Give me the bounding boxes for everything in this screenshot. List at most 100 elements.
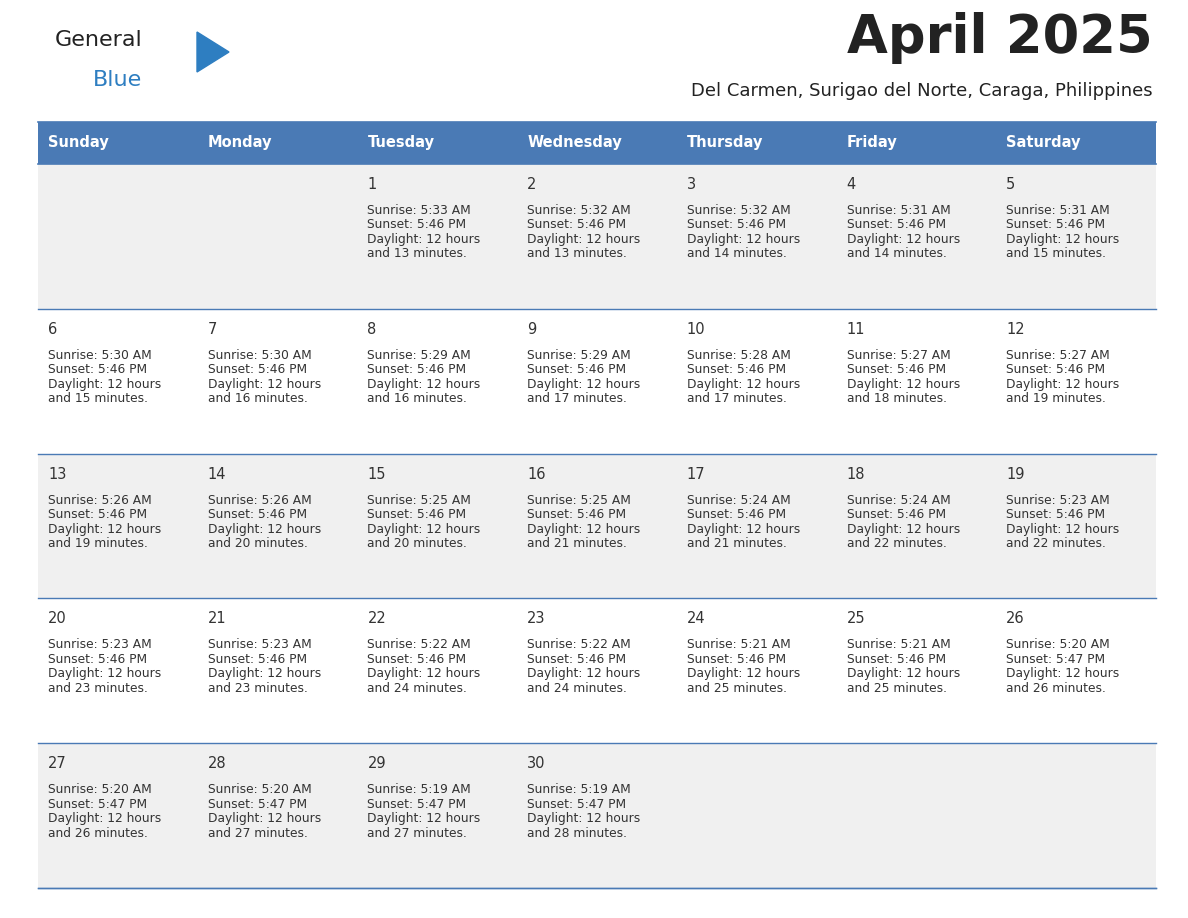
- Bar: [836, 122, 997, 164]
- Bar: [358, 744, 517, 888]
- Text: Sunrise: 5:22 AM: Sunrise: 5:22 AM: [527, 638, 631, 652]
- Text: Sunrise: 5:20 AM: Sunrise: 5:20 AM: [1006, 638, 1110, 652]
- Text: Daylight: 12 hours: Daylight: 12 hours: [847, 667, 960, 680]
- Text: 2: 2: [527, 177, 537, 192]
- Text: 30: 30: [527, 756, 545, 771]
- Text: Sunset: 5:47 PM: Sunset: 5:47 PM: [527, 798, 626, 811]
- Text: Friday: Friday: [847, 136, 897, 151]
- Text: Sunset: 5:46 PM: Sunset: 5:46 PM: [367, 653, 467, 666]
- Text: Daylight: 12 hours: Daylight: 12 hours: [527, 667, 640, 680]
- Bar: [997, 453, 1156, 599]
- Text: 21: 21: [208, 611, 227, 626]
- Text: Sunrise: 5:30 AM: Sunrise: 5:30 AM: [208, 349, 311, 362]
- Text: and 25 minutes.: and 25 minutes.: [847, 682, 947, 695]
- Text: Sunset: 5:46 PM: Sunset: 5:46 PM: [527, 653, 626, 666]
- Text: and 16 minutes.: and 16 minutes.: [367, 392, 467, 406]
- Text: Sunset: 5:46 PM: Sunset: 5:46 PM: [1006, 364, 1105, 376]
- Text: 29: 29: [367, 756, 386, 771]
- Text: Daylight: 12 hours: Daylight: 12 hours: [687, 378, 800, 391]
- Bar: [197, 164, 358, 308]
- Bar: [517, 122, 677, 164]
- Text: 24: 24: [687, 611, 706, 626]
- Text: Sunrise: 5:27 AM: Sunrise: 5:27 AM: [847, 349, 950, 362]
- Bar: [358, 599, 517, 744]
- Text: Saturday: Saturday: [1006, 136, 1081, 151]
- Text: Sunset: 5:46 PM: Sunset: 5:46 PM: [687, 218, 786, 231]
- Text: and 16 minutes.: and 16 minutes.: [208, 392, 308, 406]
- Text: Sunset: 5:47 PM: Sunset: 5:47 PM: [1006, 653, 1105, 666]
- Text: Sunrise: 5:30 AM: Sunrise: 5:30 AM: [48, 349, 152, 362]
- Text: Daylight: 12 hours: Daylight: 12 hours: [527, 233, 640, 246]
- Text: Sunrise: 5:23 AM: Sunrise: 5:23 AM: [208, 638, 311, 652]
- Text: Sunrise: 5:19 AM: Sunrise: 5:19 AM: [527, 783, 631, 796]
- Text: 9: 9: [527, 322, 537, 337]
- Text: Tuesday: Tuesday: [367, 136, 435, 151]
- Text: Thursday: Thursday: [687, 136, 763, 151]
- Text: Sunset: 5:47 PM: Sunset: 5:47 PM: [208, 798, 307, 811]
- Bar: [197, 599, 358, 744]
- Text: and 24 minutes.: and 24 minutes.: [527, 682, 627, 695]
- Text: Daylight: 12 hours: Daylight: 12 hours: [367, 378, 481, 391]
- Text: Sunrise: 5:19 AM: Sunrise: 5:19 AM: [367, 783, 472, 796]
- Bar: [677, 744, 836, 888]
- Text: 25: 25: [847, 611, 865, 626]
- Text: Daylight: 12 hours: Daylight: 12 hours: [1006, 667, 1119, 680]
- Text: Sunrise: 5:24 AM: Sunrise: 5:24 AM: [847, 494, 950, 507]
- Text: 6: 6: [48, 322, 57, 337]
- Text: Sunset: 5:46 PM: Sunset: 5:46 PM: [208, 364, 307, 376]
- Text: 20: 20: [48, 611, 67, 626]
- Text: Sunrise: 5:25 AM: Sunrise: 5:25 AM: [527, 494, 631, 507]
- Text: Monday: Monday: [208, 136, 272, 151]
- Text: and 21 minutes.: and 21 minutes.: [527, 537, 627, 550]
- Text: Sunset: 5:46 PM: Sunset: 5:46 PM: [1006, 218, 1105, 231]
- Text: Sunrise: 5:26 AM: Sunrise: 5:26 AM: [208, 494, 311, 507]
- Text: Daylight: 12 hours: Daylight: 12 hours: [48, 522, 162, 535]
- Text: Sunrise: 5:29 AM: Sunrise: 5:29 AM: [367, 349, 472, 362]
- Bar: [517, 453, 677, 599]
- Text: and 23 minutes.: and 23 minutes.: [48, 682, 147, 695]
- Text: Sunset: 5:46 PM: Sunset: 5:46 PM: [527, 218, 626, 231]
- Text: 3: 3: [687, 177, 696, 192]
- Text: Sunrise: 5:27 AM: Sunrise: 5:27 AM: [1006, 349, 1110, 362]
- Bar: [677, 453, 836, 599]
- Bar: [517, 164, 677, 308]
- Text: 5: 5: [1006, 177, 1016, 192]
- Text: Sunrise: 5:22 AM: Sunrise: 5:22 AM: [367, 638, 472, 652]
- Text: Sunrise: 5:21 AM: Sunrise: 5:21 AM: [847, 638, 950, 652]
- Text: and 22 minutes.: and 22 minutes.: [1006, 537, 1106, 550]
- Text: Sunset: 5:46 PM: Sunset: 5:46 PM: [48, 508, 147, 521]
- Text: 28: 28: [208, 756, 227, 771]
- Text: Daylight: 12 hours: Daylight: 12 hours: [847, 233, 960, 246]
- Bar: [517, 308, 677, 453]
- Text: 14: 14: [208, 466, 226, 482]
- Text: Sunrise: 5:29 AM: Sunrise: 5:29 AM: [527, 349, 631, 362]
- Text: and 13 minutes.: and 13 minutes.: [527, 248, 627, 261]
- Text: Sunset: 5:46 PM: Sunset: 5:46 PM: [847, 508, 946, 521]
- Text: 15: 15: [367, 466, 386, 482]
- Text: Sunrise: 5:26 AM: Sunrise: 5:26 AM: [48, 494, 152, 507]
- Text: Daylight: 12 hours: Daylight: 12 hours: [48, 667, 162, 680]
- Text: Daylight: 12 hours: Daylight: 12 hours: [847, 378, 960, 391]
- Bar: [517, 599, 677, 744]
- Text: April 2025: April 2025: [847, 12, 1154, 64]
- Text: and 18 minutes.: and 18 minutes.: [847, 392, 947, 406]
- Bar: [997, 744, 1156, 888]
- Text: Sunset: 5:46 PM: Sunset: 5:46 PM: [367, 364, 467, 376]
- Bar: [677, 308, 836, 453]
- Polygon shape: [197, 32, 229, 72]
- Text: Daylight: 12 hours: Daylight: 12 hours: [847, 522, 960, 535]
- Text: Sunset: 5:46 PM: Sunset: 5:46 PM: [527, 364, 626, 376]
- Bar: [38, 164, 197, 308]
- Text: Sunset: 5:46 PM: Sunset: 5:46 PM: [48, 364, 147, 376]
- Text: Daylight: 12 hours: Daylight: 12 hours: [367, 812, 481, 825]
- Bar: [38, 744, 197, 888]
- Text: 23: 23: [527, 611, 545, 626]
- Text: 12: 12: [1006, 322, 1025, 337]
- Text: Sunset: 5:46 PM: Sunset: 5:46 PM: [1006, 508, 1105, 521]
- Bar: [836, 599, 997, 744]
- Text: and 15 minutes.: and 15 minutes.: [1006, 248, 1106, 261]
- Text: Daylight: 12 hours: Daylight: 12 hours: [208, 812, 321, 825]
- Bar: [836, 308, 997, 453]
- Text: Sunrise: 5:23 AM: Sunrise: 5:23 AM: [1006, 494, 1110, 507]
- Text: and 26 minutes.: and 26 minutes.: [1006, 682, 1106, 695]
